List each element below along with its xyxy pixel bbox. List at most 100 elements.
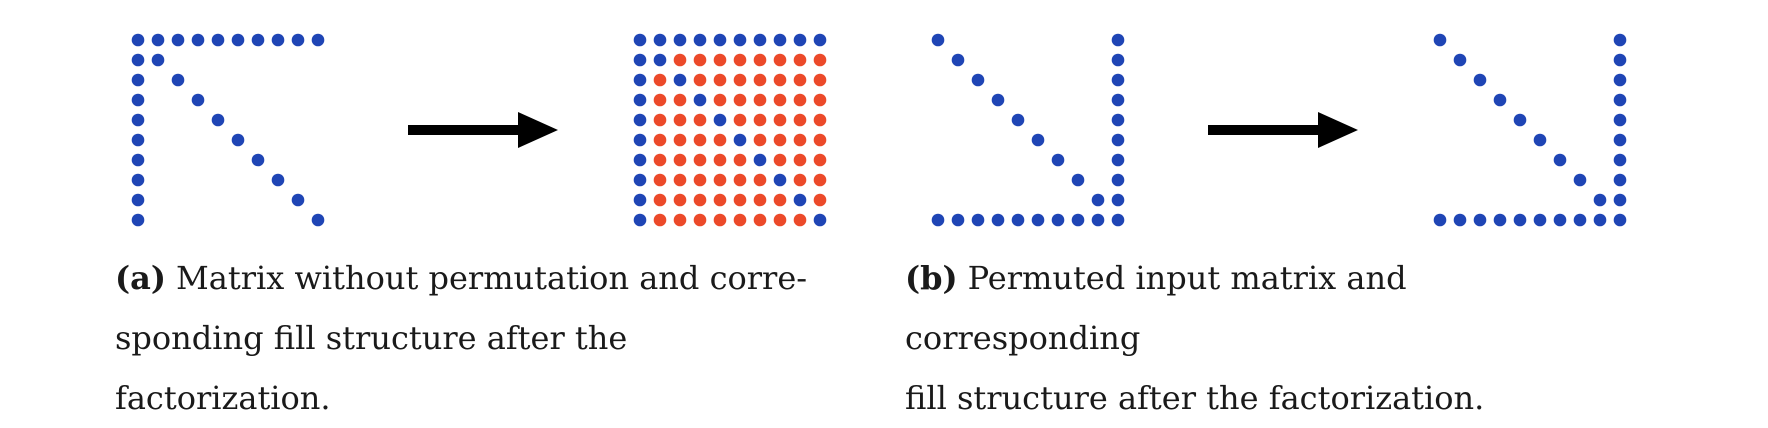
fill-in-dot [793,73,807,87]
nonzero-dot [793,33,807,47]
caption-b-line1: Permuted input matrix and corresponding [905,259,1407,357]
nonzero-dot [1433,33,1447,47]
nonzero-dot [653,33,667,47]
fill-in-dot [653,173,667,187]
nonzero-dot [753,33,767,47]
fill-in-dot [793,113,807,127]
nonzero-dot [1011,213,1025,227]
nonzero-dot [1111,33,1125,47]
fill-in-dot [673,193,687,207]
nonzero-dot [951,213,965,227]
nonzero-dot [211,113,225,127]
caption-b-line2: fill structure after the factorization. [905,379,1485,417]
nonzero-dot [753,153,767,167]
nonzero-dot [1031,213,1045,227]
nonzero-dot [1111,213,1125,227]
nonzero-dot [633,133,647,147]
nonzero-dot [231,33,245,47]
nonzero-dot [1613,53,1627,67]
fill-in-dot [733,153,747,167]
fill-in-dot [773,113,787,127]
nonzero-dot [653,53,667,67]
arrow-head [518,112,558,148]
fill-in-dot [713,213,727,227]
fill-in-dot [793,153,807,167]
nonzero-dot [1613,33,1627,47]
nonzero-dot [1111,73,1125,87]
arrow-shaft [408,125,520,135]
fill-in-dot [733,113,747,127]
fill-in-dot [773,133,787,147]
nonzero-dot [1111,53,1125,67]
nonzero-dot [971,213,985,227]
matrix-b-fill [1433,33,1627,227]
nonzero-dot [773,33,787,47]
fill-in-dot [733,53,747,67]
nonzero-dot [171,73,185,87]
nonzero-dot [633,53,647,67]
nonzero-dot [1613,153,1627,167]
fill-in-dot [753,133,767,147]
nonzero-dot [311,33,325,47]
nonzero-dot [813,213,827,227]
nonzero-dot [633,113,647,127]
fill-in-dot [653,193,667,207]
fill-in-dot [753,73,767,87]
nonzero-dot [1593,193,1607,207]
nonzero-dot [1593,213,1607,227]
nonzero-dot [633,173,647,187]
fill-in-dot [713,53,727,67]
nonzero-dot [1553,153,1567,167]
fill-in-dot [813,133,827,147]
fill-in-dot [713,193,727,207]
nonzero-dot [1111,93,1125,107]
nonzero-dot [713,113,727,127]
matrix-a-input [131,33,325,227]
fill-in-dot [693,133,707,147]
nonzero-dot [1111,153,1125,167]
caption-a-line2: sponding fill structure after the factor… [115,319,628,417]
nonzero-dot [271,173,285,187]
fill-in-dot [773,213,787,227]
fill-in-dot [753,93,767,107]
nonzero-dot [1613,173,1627,187]
fill-in-dot [753,53,767,67]
fill-in-dot [773,153,787,167]
arrow-shaft [1208,125,1320,135]
fill-in-dot [793,173,807,187]
fill-in-dot [813,173,827,187]
nonzero-dot [1513,213,1527,227]
nonzero-dot [793,193,807,207]
nonzero-dot [191,93,205,107]
fill-in-dot [653,213,667,227]
nonzero-dot [1613,213,1627,227]
fill-in-dot [673,153,687,167]
nonzero-dot [131,133,145,147]
fill-in-dot [713,73,727,87]
nonzero-dot [151,53,165,67]
nonzero-dot [1433,213,1447,227]
fill-in-dot [813,93,827,107]
nonzero-dot [633,93,647,107]
nonzero-dot [1613,73,1627,87]
nonzero-dot [131,193,145,207]
nonzero-dot [131,153,145,167]
fill-in-dot [733,193,747,207]
fill-in-dot [753,113,767,127]
fill-in-dot [693,113,707,127]
nonzero-dot [1091,193,1105,207]
nonzero-dot [773,173,787,187]
fill-in-dot [673,53,687,67]
fill-in-dot [753,193,767,207]
fill-in-dot [653,93,667,107]
nonzero-dot [1613,93,1627,107]
nonzero-dot [733,33,747,47]
fill-in-dot [713,133,727,147]
nonzero-dot [1473,213,1487,227]
fill-in-dot [673,213,687,227]
nonzero-dot [1111,113,1125,127]
nonzero-dot [1051,153,1065,167]
nonzero-dot [1613,193,1627,207]
nonzero-dot [1493,213,1507,227]
nonzero-dot [1573,173,1587,187]
